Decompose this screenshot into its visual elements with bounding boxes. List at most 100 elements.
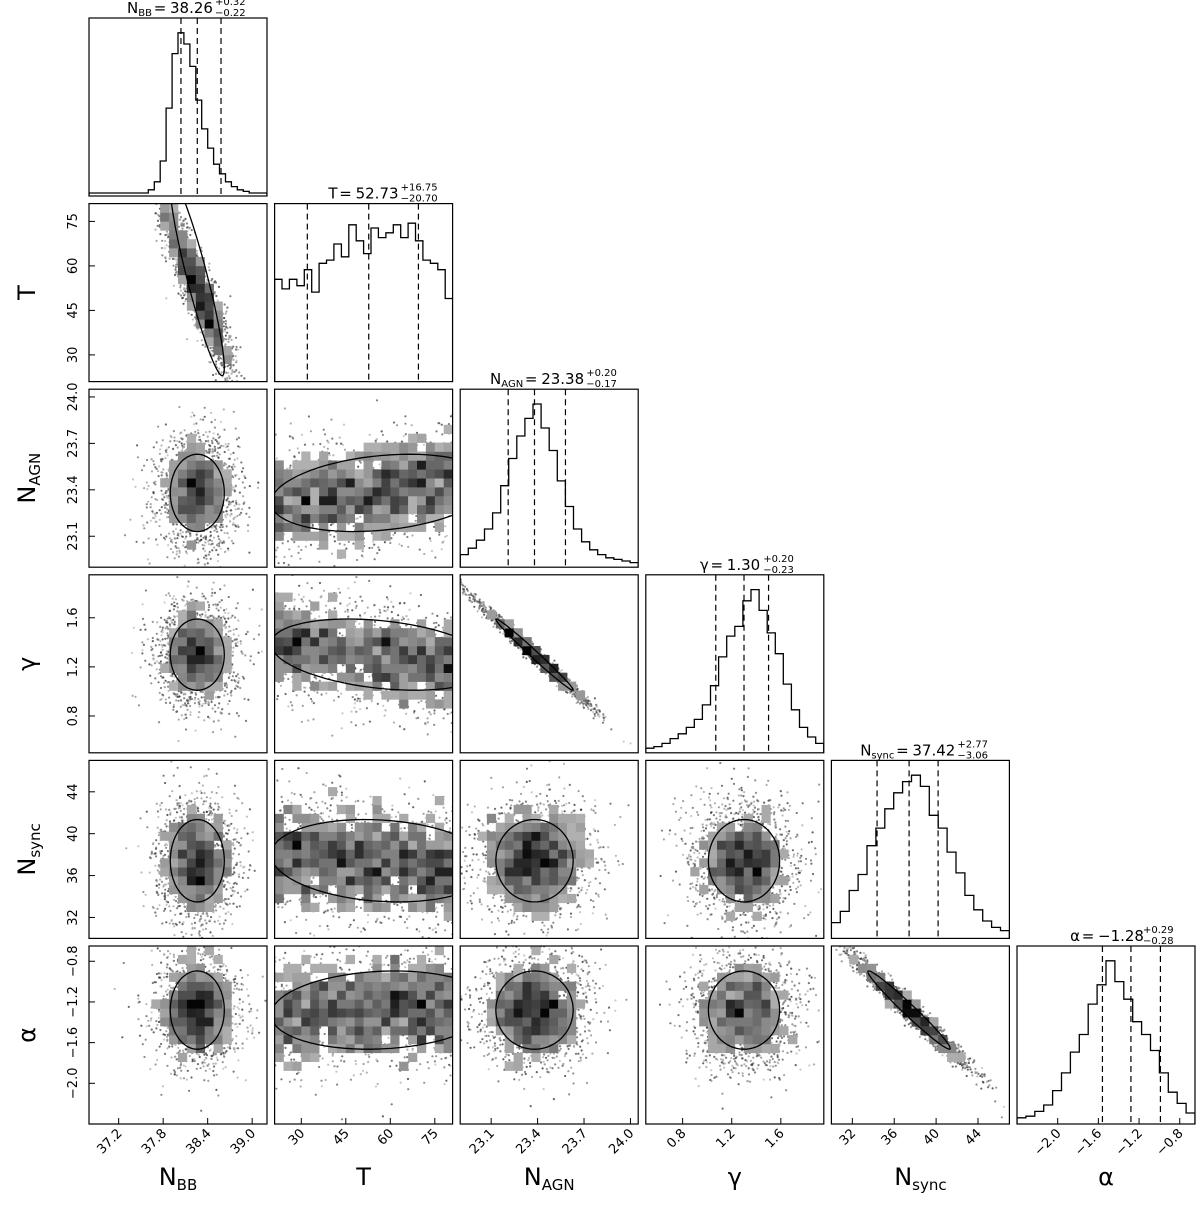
scatter-point (192, 568, 194, 570)
scatter-point (256, 426, 258, 428)
density-cell (169, 221, 179, 231)
density-cell (178, 239, 188, 249)
scatter-point (172, 447, 175, 450)
scatter-point (155, 520, 158, 523)
scatter-point (230, 365, 233, 368)
scatter-point (400, 440, 403, 443)
density-cell (186, 442, 197, 452)
scatter-point (181, 292, 185, 295)
scatter-point (164, 233, 167, 237)
scatter-point (226, 365, 229, 368)
scatter-point (180, 442, 183, 445)
scatter-point (255, 423, 257, 425)
scatter-point (400, 544, 403, 547)
scatter-point (184, 546, 187, 549)
scatter-point (214, 372, 218, 375)
scatter-point (220, 444, 223, 447)
scatter-point (204, 536, 208, 539)
scatter-point (214, 526, 217, 529)
scatter-point (228, 457, 231, 460)
scatter-point (191, 318, 194, 321)
scatter-point (256, 486, 260, 489)
scatter-point (236, 514, 239, 518)
scatter-point (223, 316, 226, 320)
scatter-point (242, 502, 245, 505)
scatter-point (238, 513, 241, 516)
density-cell (178, 478, 188, 488)
scatter-point (155, 239, 158, 242)
scatter-point (235, 499, 238, 502)
density-cell (204, 513, 214, 523)
scatter-point (170, 436, 173, 439)
scatter-point (123, 534, 127, 537)
scatter-point (229, 514, 232, 517)
scatter-point (237, 348, 240, 351)
scatter-point (184, 300, 187, 303)
scatter-point (406, 535, 409, 539)
scatter-point (445, 534, 448, 537)
scatter-point (323, 445, 326, 448)
scatter-point (153, 197, 155, 199)
scatter-point (228, 500, 231, 503)
scatter-point (159, 233, 162, 236)
scatter-point (296, 447, 299, 450)
scatter-point (141, 166, 143, 168)
scatter-point (246, 395, 248, 397)
scatter-point (213, 546, 216, 549)
scatter-point (150, 458, 153, 461)
scatter-point (145, 147, 147, 149)
scatter-point (234, 508, 237, 511)
scatter-point (166, 191, 168, 193)
scatter-point (153, 517, 156, 520)
density-cell (195, 513, 205, 523)
scatter-point (172, 532, 176, 536)
density-cell (213, 504, 223, 515)
scatter-point (224, 377, 227, 380)
density-cell (195, 257, 205, 267)
scatter-point (153, 164, 155, 166)
scatter-point (173, 436, 176, 439)
scatter-point (167, 532, 171, 535)
scatter-point (429, 539, 432, 543)
scatter-point (196, 339, 199, 343)
scatter-point (149, 503, 152, 506)
scatter-point (208, 550, 211, 554)
scatter-point (168, 571, 170, 573)
scatter-point (226, 386, 228, 388)
scatter-point (230, 372, 233, 375)
scatter-point (283, 555, 286, 559)
scatter-point (226, 331, 229, 334)
scatter-point (156, 219, 160, 222)
scatter-point (145, 506, 148, 509)
scatter-point (167, 446, 170, 449)
scatter-point (218, 525, 221, 528)
scatter-point (134, 485, 137, 488)
scatter-point (378, 463, 381, 466)
density-cell (186, 257, 197, 267)
scatter-point (164, 200, 166, 202)
scatter-point (205, 557, 208, 560)
scatter-point (164, 186, 166, 188)
scatter-point (230, 539, 233, 543)
scatter-point (290, 538, 293, 541)
scatter-point (242, 394, 244, 396)
scatter-point (184, 537, 187, 540)
scatter-point (158, 518, 161, 521)
scatter-point (221, 525, 224, 529)
scatter-point (197, 429, 200, 432)
scatter-point (434, 556, 437, 559)
density-cell (186, 239, 197, 249)
scatter-point (171, 522, 174, 525)
scatter-point (155, 467, 158, 470)
scatter-point (257, 481, 260, 484)
scatter-point (179, 284, 182, 287)
scatter-point (217, 593, 219, 595)
scatter-point (213, 449, 217, 453)
scatter-point (161, 254, 164, 257)
density-cell (186, 478, 197, 488)
density-cell (213, 487, 223, 497)
scatter-point (227, 549, 230, 552)
scatter-point (390, 537, 393, 540)
scatter-point (288, 435, 291, 438)
